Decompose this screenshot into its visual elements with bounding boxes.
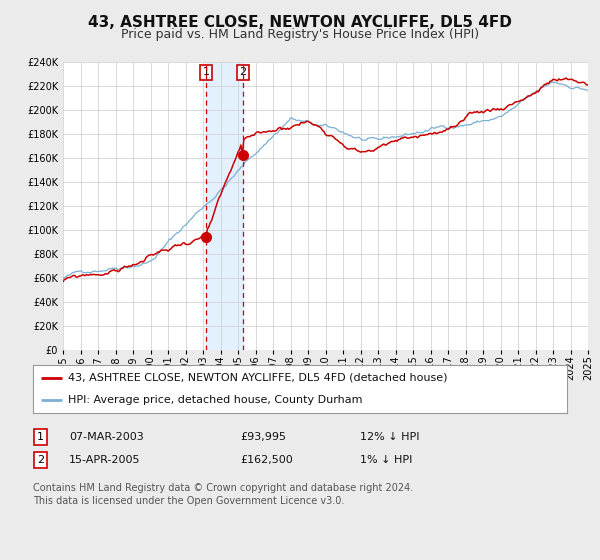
Text: 12% ↓ HPI: 12% ↓ HPI bbox=[360, 432, 419, 442]
Text: 2: 2 bbox=[37, 455, 44, 465]
Text: 1% ↓ HPI: 1% ↓ HPI bbox=[360, 455, 412, 465]
Text: £162,500: £162,500 bbox=[240, 455, 293, 465]
Bar bbox=[206, 62, 243, 350]
Text: 1: 1 bbox=[203, 67, 209, 77]
Text: 1: 1 bbox=[37, 432, 44, 442]
Text: £93,995: £93,995 bbox=[240, 432, 286, 442]
Text: HPI: Average price, detached house, County Durham: HPI: Average price, detached house, Coun… bbox=[68, 395, 362, 405]
Text: 15-APR-2005: 15-APR-2005 bbox=[69, 455, 140, 465]
Text: 07-MAR-2003: 07-MAR-2003 bbox=[69, 432, 144, 442]
Text: 2: 2 bbox=[239, 67, 247, 77]
Text: 43, ASHTREE CLOSE, NEWTON AYCLIFFE, DL5 4FD (detached house): 43, ASHTREE CLOSE, NEWTON AYCLIFFE, DL5 … bbox=[68, 373, 447, 383]
Text: Contains HM Land Registry data © Crown copyright and database right 2024.
This d: Contains HM Land Registry data © Crown c… bbox=[33, 483, 413, 506]
Text: Price paid vs. HM Land Registry's House Price Index (HPI): Price paid vs. HM Land Registry's House … bbox=[121, 28, 479, 41]
Text: 43, ASHTREE CLOSE, NEWTON AYCLIFFE, DL5 4FD: 43, ASHTREE CLOSE, NEWTON AYCLIFFE, DL5 … bbox=[88, 15, 512, 30]
